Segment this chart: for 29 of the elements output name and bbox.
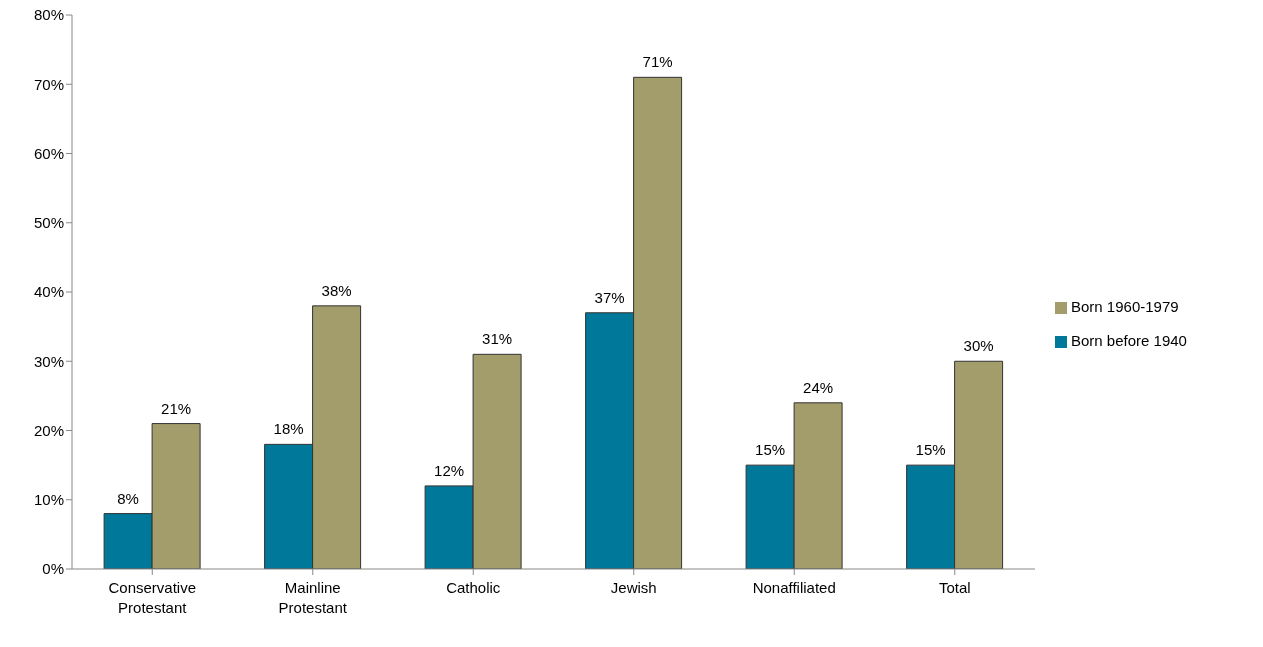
y-tick-label: 30% (33, 352, 64, 370)
data-label: 30% (963, 337, 994, 355)
y-tick-label: 20% (33, 421, 64, 439)
data-label: 38% (321, 281, 352, 299)
y-tick-label: 10% (33, 491, 64, 509)
data-label: 21% (161, 399, 192, 417)
data-label: 8% (117, 489, 139, 507)
y-tick-label: 0% (42, 560, 64, 578)
x-tick-label: Jewish (610, 579, 657, 596)
data-label: 37% (594, 288, 625, 306)
data-label: 31% (482, 330, 513, 348)
x-tick-label: Nonaffiliated (752, 579, 836, 596)
x-tick-label: Total (938, 579, 971, 596)
y-tick-label: 40% (33, 283, 64, 301)
data-label: 15% (755, 441, 786, 459)
data-label: 24% (803, 378, 834, 396)
x-tick-label: Catholic (446, 579, 501, 596)
data-label: 12% (434, 461, 465, 479)
data-label: 15% (915, 441, 946, 459)
y-tick-label: 80% (33, 6, 64, 24)
data-label: 71% (642, 53, 673, 71)
x-tick-label: Mainline Protestant (278, 579, 348, 616)
data-label: 18% (273, 420, 304, 438)
legend-label: Born 1960-1979 (1071, 297, 1179, 315)
y-tick-label: 60% (33, 144, 64, 162)
legend-label: Born before 1940 (1071, 331, 1187, 349)
y-tick-label: 70% (33, 75, 64, 93)
y-tick-label: 50% (33, 214, 64, 232)
x-tick-label: Conservative Protestant (108, 579, 197, 616)
